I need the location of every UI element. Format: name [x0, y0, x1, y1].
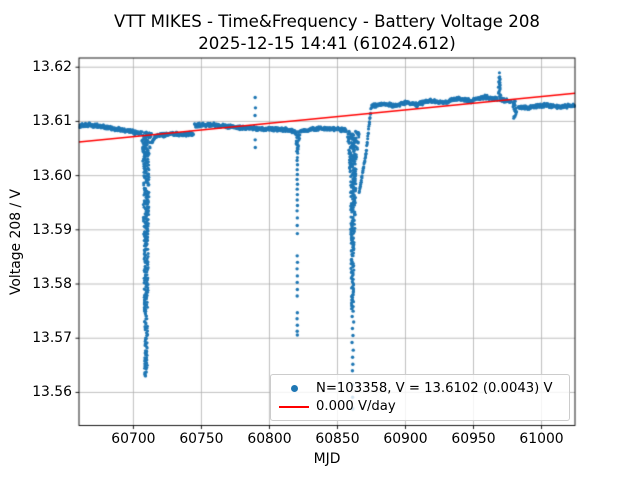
x-tick-label: 61000 [519, 431, 564, 447]
y-tick-label: 13.62 [32, 59, 72, 76]
legend: N=103358, V = 13.6102 (0.0043) V 0.000 V… [270, 374, 570, 421]
x-axis-label: MJD [313, 451, 341, 467]
x-tick-label: 60900 [383, 431, 428, 447]
y-tick-label: 13.60 [32, 167, 72, 184]
legend-label-trend: 0.000 V/day [316, 399, 396, 415]
legend-entry-trend: 0.000 V/day [279, 398, 563, 417]
x-tick-label: 60700 [111, 431, 156, 447]
x-tick-label: 60850 [315, 431, 360, 447]
y-tick-label: 13.59 [32, 221, 72, 238]
y-tick-label: 13.61 [32, 113, 72, 130]
x-tick-label: 60800 [247, 431, 292, 447]
chart-subtitle: 2025-12-15 14:41 (61024.612) [198, 33, 456, 53]
chart-title: VTT MIKES - Time&Frequency - Battery Vol… [114, 12, 540, 31]
x-tick-label: 60750 [179, 431, 224, 447]
y-tick-label: 13.57 [32, 330, 72, 347]
scatter-marker-icon [279, 384, 309, 392]
legend-entry-scatter: N=103358, V = 13.6102 (0.0043) V [279, 379, 563, 398]
title-block: VTT MIKES - Time&Frequency - Battery Vol… [79, 11, 575, 54]
y-tick-label: 13.58 [32, 276, 72, 293]
y-tick-label: 13.56 [32, 384, 72, 401]
trend-line-marker-icon [279, 405, 309, 408]
x-tick-label: 60950 [451, 431, 496, 447]
y-axis-label: Voltage 208 / V [8, 188, 24, 296]
legend-label-scatter: N=103358, V = 13.6102 (0.0043) V [316, 380, 553, 396]
